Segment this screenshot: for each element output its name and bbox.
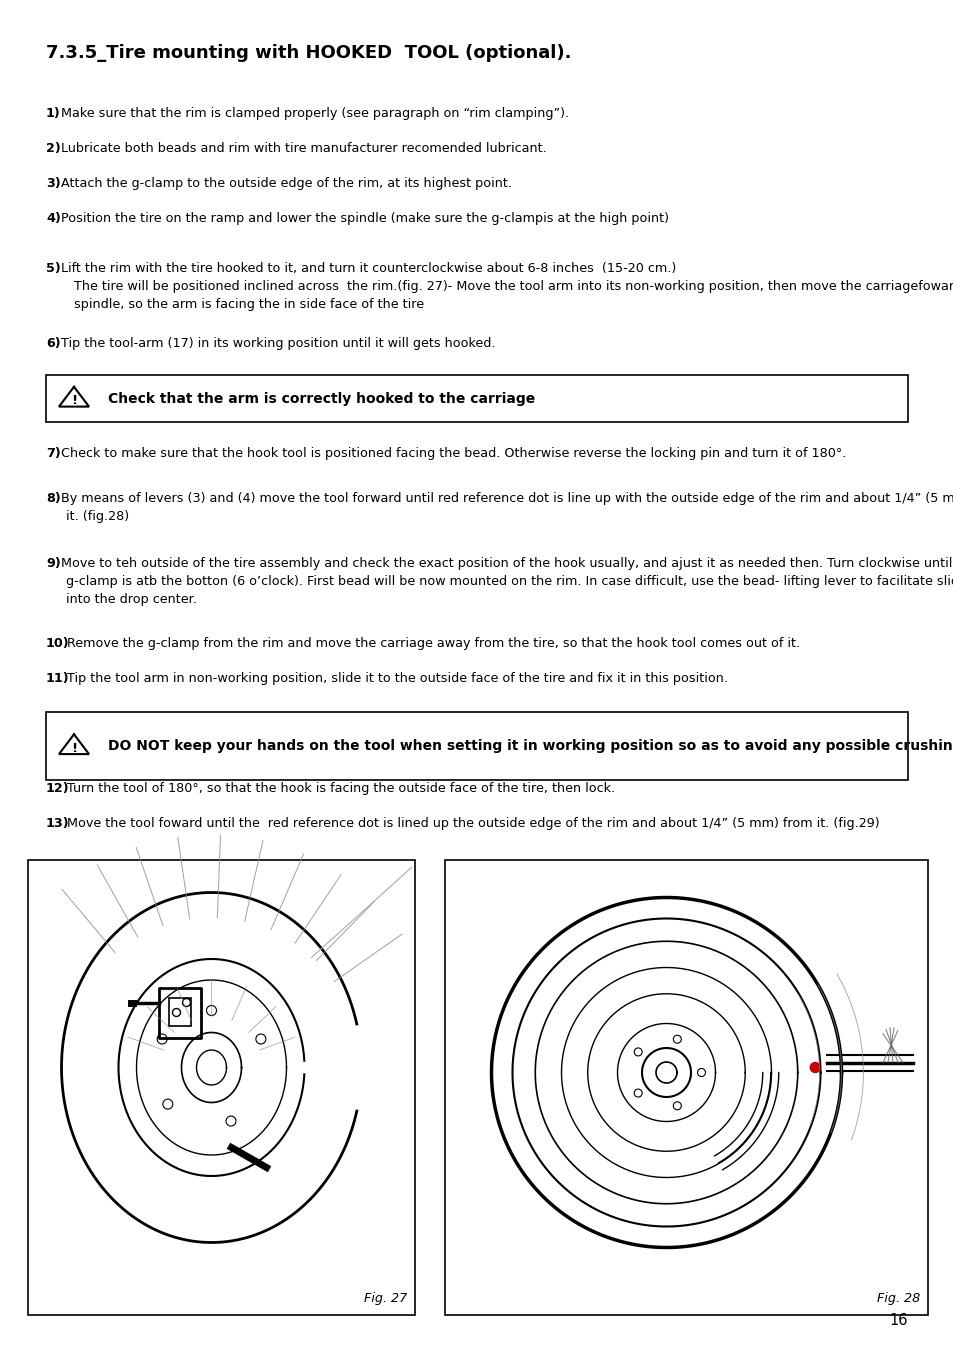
Text: Fig. 28: Fig. 28	[876, 1292, 919, 1305]
Text: Lift the rim with the tire hooked to it, and turn it counterclockwise about 6-8 : Lift the rim with the tire hooked to it,…	[57, 262, 676, 275]
Bar	[46, 375, 907, 423]
Text: spindle, so the arm is facing the in side face of the tire: spindle, so the arm is facing the in sid…	[74, 298, 424, 311]
Bar	[159, 987, 201, 1038]
Text: into the drop center.: into the drop center.	[66, 593, 196, 606]
Text: 8): 8)	[46, 491, 61, 505]
Text: it. (fig.28): it. (fig.28)	[66, 510, 129, 522]
Text: Tip the tool-arm (17) in its working position until it will gets hooked.: Tip the tool-arm (17) in its working pos…	[57, 338, 496, 350]
Text: 10): 10)	[46, 637, 70, 649]
Text: 9): 9)	[46, 558, 61, 570]
Text: 6): 6)	[46, 338, 61, 350]
Text: Attach the g-clamp to the outside edge of the rim, at its highest point.: Attach the g-clamp to the outside edge o…	[57, 177, 512, 190]
Text: Move the tool foward until the  red reference dot is lined up the outside edge o: Move the tool foward until the red refer…	[63, 817, 879, 830]
Text: Move to teh outside of the tire assembly and check the exact position of the hoo: Move to teh outside of the tire assembly…	[57, 558, 953, 570]
Text: By means of levers (3) and (4) move the tool forward until red reference dot is : By means of levers (3) and (4) move the …	[57, 491, 953, 505]
Bar	[170, 998, 192, 1026]
Text: DO NOT keep your hands on the tool when setting it in working position so as to : DO NOT keep your hands on the tool when …	[108, 738, 953, 753]
Text: Check to make sure that the hook tool is positioned facing the bead. Otherwise r: Check to make sure that the hook tool is…	[57, 447, 846, 460]
Text: 13): 13)	[46, 817, 70, 830]
Text: !: !	[71, 394, 77, 406]
Text: 11): 11)	[46, 672, 70, 684]
Bar	[46, 711, 907, 780]
Text: 12): 12)	[46, 782, 70, 795]
Text: Position the tire on the ramp and lower the spindle (make sure the g-clampis at : Position the tire on the ramp and lower …	[57, 212, 669, 225]
Text: Lubricate both beads and rim with tire manufacturer recomended lubricant.: Lubricate both beads and rim with tire m…	[57, 142, 547, 155]
Text: 1): 1)	[46, 107, 61, 120]
Text: Tip the tool arm in non-working position, slide it to the outside face of the ti: Tip the tool arm in non-working position…	[63, 672, 727, 684]
Text: Make sure that the rim is clamped properly (see paragraph on “rim clamping”).: Make sure that the rim is clamped proper…	[57, 107, 569, 120]
Text: 2): 2)	[46, 142, 61, 155]
Text: Turn the tool of 180°, so that the hook is facing the outside face of the tire, : Turn the tool of 180°, so that the hook …	[63, 782, 614, 795]
Bar	[28, 860, 415, 1315]
Text: Check that the arm is correctly hooked to the carriage: Check that the arm is correctly hooked t…	[108, 392, 535, 405]
Text: Fig. 27: Fig. 27	[363, 1292, 407, 1305]
Text: 7): 7)	[46, 447, 61, 460]
Bar	[444, 860, 927, 1315]
Text: Remove the g-clamp from the rim and move the carriage away from the tire, so tha: Remove the g-clamp from the rim and move…	[63, 637, 799, 649]
Text: 16: 16	[888, 1314, 907, 1328]
Text: The tire will be positioned inclined across  the rim.(fig. 27)- Move the tool ar: The tire will be positioned inclined acr…	[74, 279, 953, 293]
Text: 7.3.5_Tire mounting with HOOKED  TOOL (optional).: 7.3.5_Tire mounting with HOOKED TOOL (op…	[46, 45, 571, 62]
Circle shape	[809, 1062, 820, 1072]
Text: !: !	[71, 741, 77, 755]
Text: 4): 4)	[46, 212, 61, 225]
Text: g-clamp is atb the botton (6 o’clock). First bead will be now mounted on the rim: g-clamp is atb the botton (6 o’clock). F…	[66, 575, 953, 589]
Text: 5): 5)	[46, 262, 61, 275]
Text: 3): 3)	[46, 177, 61, 190]
